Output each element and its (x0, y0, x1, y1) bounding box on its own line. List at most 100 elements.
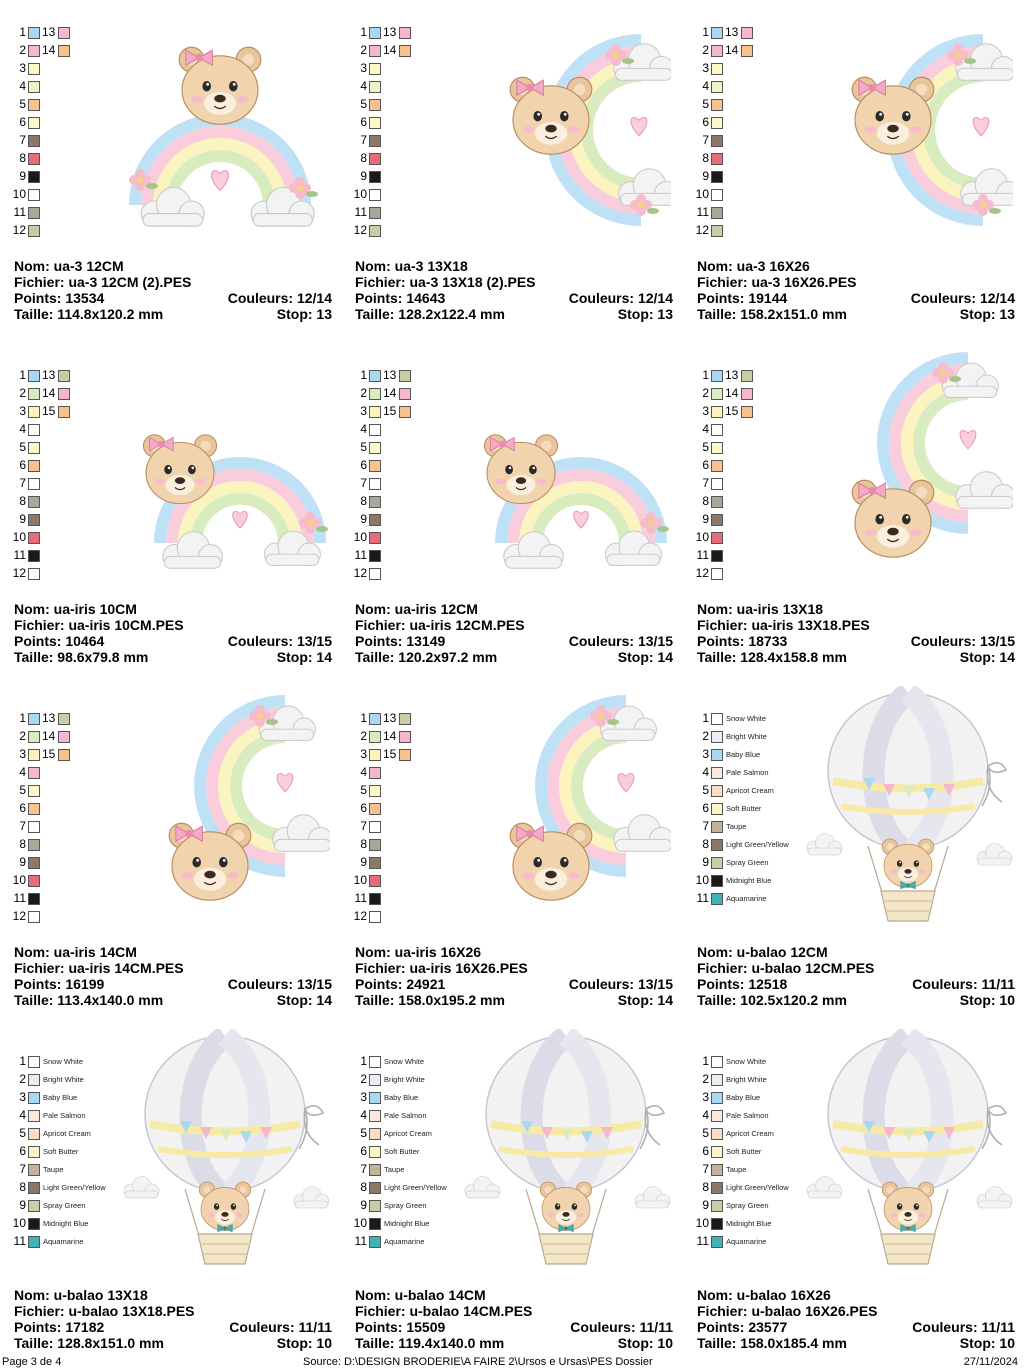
design-info: Nom: u-balao 16X26 Fichier: u-balao 16X26… (697, 1287, 1015, 1351)
swatch-row: 10 (347, 874, 457, 892)
swatch-row: 5 (689, 441, 799, 459)
size-text: Taille: 158.0x185.4 mm (697, 1335, 847, 1351)
design-name-text: Nom: ua-3 13X18 (355, 258, 468, 274)
points-text: Points: 13534 (14, 290, 105, 306)
color-index: 9 (360, 169, 367, 183)
color-swatch (711, 1092, 723, 1104)
color-index: 11 (696, 1234, 709, 1248)
swatch-row: 4 (347, 423, 457, 441)
design-name: Nom: ua-3 13X18 (355, 258, 673, 274)
swatch-row: 11 Aquamarine (689, 1235, 799, 1253)
design-file: Fichier: ua-iris 14CM.PES (14, 960, 332, 976)
color-index: 2 (360, 43, 367, 57)
color-swatch (58, 388, 70, 400)
swatch-row: 2 14 (347, 387, 457, 405)
color-name: Bright White (384, 1075, 425, 1084)
swatch-row: 4 (6, 80, 116, 98)
color-swatch (711, 63, 723, 75)
design-points-colors: Points: 24921 Couleurs: 13/15 (355, 976, 673, 992)
swatch-row: 2 14 (347, 730, 457, 748)
swatch-row: 8 (6, 838, 116, 856)
color-name: Soft Butter (726, 804, 762, 813)
swatch-row: 8 Light Green/Yellow (6, 1181, 116, 1199)
color-swatch-list: 1 Snow White 2 Bright White 3 Baby Blue 4 Pale … (689, 712, 799, 910)
design-file: Fichier: u-balao 16X26.PES (697, 1303, 1015, 1319)
swatch-row: 3 15 (6, 405, 116, 423)
color-swatch (711, 1110, 723, 1122)
embroidery-preview (110, 1027, 330, 1279)
stops-text: Stop: 13 (617, 306, 673, 322)
color-swatch (369, 442, 381, 454)
embroidery-preview (451, 0, 679, 250)
swatch-row: 5 (347, 98, 457, 116)
color-swatch (28, 478, 40, 490)
design-file-text: Fichier: ua-3 12CM (2).PES (14, 274, 192, 290)
color-name: Apricot Cream (726, 786, 774, 795)
color-swatch (711, 568, 723, 580)
color-swatch (369, 532, 381, 544)
design-card: 1 13 2 14 3 15 4 5 6 7 8 9 10 11 12 Nom: ua-iris 12CM Fi… (341, 343, 681, 686)
swatch-row: 8 Light Green/Yellow (347, 1181, 457, 1199)
color-name: Spray Green (43, 1201, 86, 1210)
color-swatch (369, 1218, 381, 1230)
color-name: Spray Green (384, 1201, 427, 1210)
color-name: Taupe (726, 1165, 747, 1174)
swatch-row: 10 Midnight Blue (6, 1217, 116, 1235)
color-swatch (28, 81, 40, 93)
color-swatch (369, 460, 381, 472)
color-swatch (369, 424, 381, 436)
swatch-row: 8 (689, 152, 799, 170)
color-swatch (58, 370, 70, 382)
design-file-text: Fichier: ua-iris 10CM.PES (14, 617, 184, 633)
color-index: 7 (702, 819, 709, 833)
swatch-row: 6 (347, 459, 457, 477)
color-index: 3 (360, 1090, 367, 1104)
color-index: 7 (19, 1162, 26, 1176)
design-file: Fichier: u-balao 13X18.PES (14, 1303, 332, 1319)
color-index: 10 (12, 1216, 26, 1230)
color-name: Snow White (384, 1057, 425, 1066)
color-index: 10 (695, 187, 709, 201)
colors-text: Couleurs: 11/11 (570, 1319, 673, 1335)
swatch-row: 3 15 (347, 405, 457, 423)
color-name: Spray Green (726, 858, 769, 867)
color-swatch (711, 153, 723, 165)
color-swatch (58, 749, 70, 761)
color-swatch (369, 911, 381, 923)
color-index: 13 (725, 25, 739, 39)
color-index: 10 (695, 1216, 709, 1230)
swatch-row: 11 (347, 206, 457, 224)
color-swatch (711, 749, 723, 761)
swatch-row: 4 Pale Salmon (6, 1109, 116, 1127)
color-swatch (711, 1236, 723, 1248)
colors-text: Couleurs: 13/15 (910, 633, 1015, 649)
color-swatch (28, 1164, 40, 1176)
color-index: 8 (360, 837, 367, 851)
color-index: 1 (702, 1054, 709, 1068)
color-swatch-list: 1 13 2 14 3 4 5 6 7 8 9 10 11 12 (347, 26, 457, 242)
color-name: Spray Green (726, 1201, 769, 1210)
swatch-row: 10 (689, 531, 799, 549)
color-index: 6 (360, 1144, 367, 1158)
color-index: 14 (42, 386, 56, 400)
color-name: Midnight Blue (726, 876, 772, 885)
color-swatch (369, 207, 381, 219)
color-swatch (711, 1218, 723, 1230)
color-index: 4 (19, 79, 26, 93)
color-swatch (369, 225, 381, 237)
swatch-row: 4 Pale Salmon (347, 1109, 457, 1127)
swatch-row: 5 Apricot Cream (689, 784, 799, 802)
color-index: 4 (702, 1108, 709, 1122)
color-index: 2 (702, 1072, 709, 1086)
swatch-row: 10 (347, 188, 457, 206)
design-file: Fichier: ua-iris 12CM.PES (355, 617, 673, 633)
color-swatch (399, 370, 411, 382)
swatch-row: 6 Soft Butter (6, 1145, 116, 1163)
points-text: Points: 18733 (697, 633, 788, 649)
swatch-row: 11 (347, 549, 457, 567)
color-index: 5 (19, 783, 26, 797)
color-index: 12 (695, 223, 709, 237)
swatch-row: 8 (347, 495, 457, 513)
color-index: 1 (702, 368, 709, 382)
color-index: 9 (360, 512, 367, 526)
